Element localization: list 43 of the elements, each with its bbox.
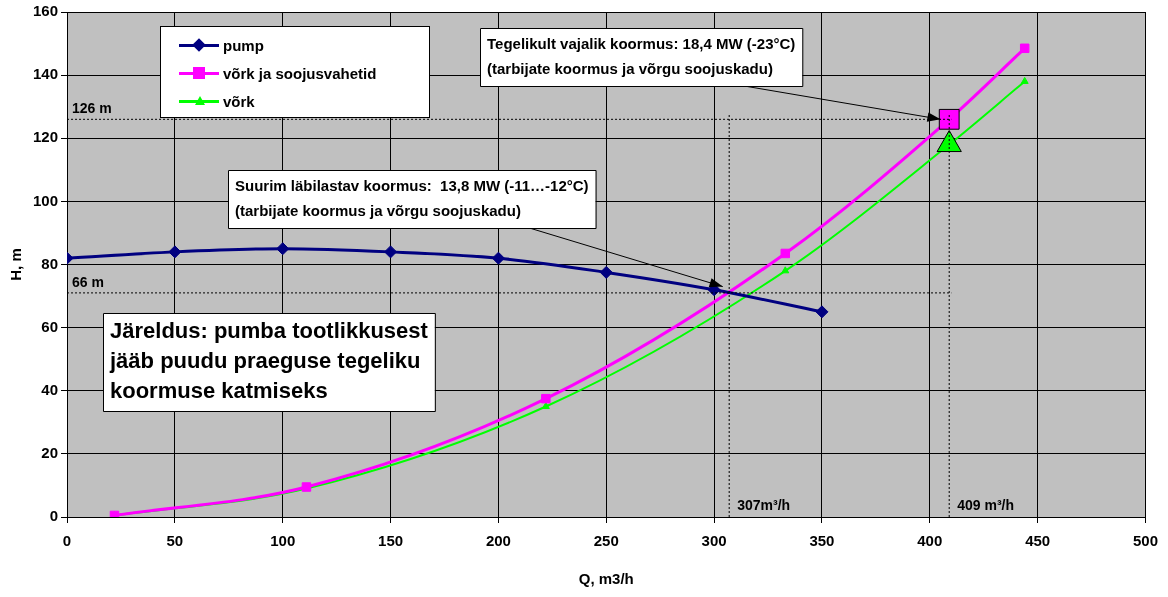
legend-label: pump [223,36,264,54]
point [491,251,505,265]
point [780,248,791,259]
point [1019,43,1030,54]
point [541,393,551,404]
point [815,305,829,319]
ref-line-label: 409 m³/h [957,496,1015,513]
point [1020,76,1029,84]
ref-line-label: 307m³/h [737,496,791,513]
point [168,245,182,259]
ref-line-label: 66 m [72,273,104,290]
y-tick-label: 140 [33,65,59,83]
x-tick-label: 100 [270,532,296,550]
x-tick-label: 250 [593,532,619,550]
x-tick-label: 0 [62,532,72,550]
y-axis-title: H, m [7,248,25,281]
annotation: Tegelikult vajalik koormus: 18,4 MW (-23°C) (tarbijate koormus ja võrgu soojuskadu) [487,34,796,77]
x-tick-label: 300 [701,532,727,550]
y-tick-label: 20 [41,444,59,462]
x-tick-label: 200 [485,532,511,550]
x-tick-label: 450 [1025,532,1051,550]
point [276,242,290,256]
y-tick-label: 100 [33,191,59,209]
ref-line-label: 126 m [72,100,112,117]
legend-label: võrk ja soojusvahetid [223,64,377,82]
x-tick-label: 150 [378,532,404,550]
point [781,266,790,274]
y-tick-label: 0 [49,507,59,525]
y-tick-label: 60 [41,317,59,335]
x-tick-label: 400 [917,532,943,550]
x-tick-label: 50 [166,532,184,550]
x-axis-title: Q, m3/h [578,570,634,588]
y-tick-label: 120 [33,128,59,146]
point [384,245,398,259]
point [599,265,613,279]
y-tick-label: 160 [33,2,59,20]
y-tick-label: 40 [41,380,59,398]
legend-label: võrk [223,92,255,110]
x-tick-label: 500 [1132,532,1158,550]
annotation: Järeldus: pumba tootlikkusest jääb puudu praeguse tegeliku koormuse katmiseks [109,318,429,404]
y-tick-label: 80 [41,254,59,272]
x-tick-label: 350 [809,532,835,550]
annotation: Suurim läbilastav koormus: 13,8 MW (-11…-12°C) (tarbijate koormus ja võrgu soojuskadu) [235,176,589,219]
